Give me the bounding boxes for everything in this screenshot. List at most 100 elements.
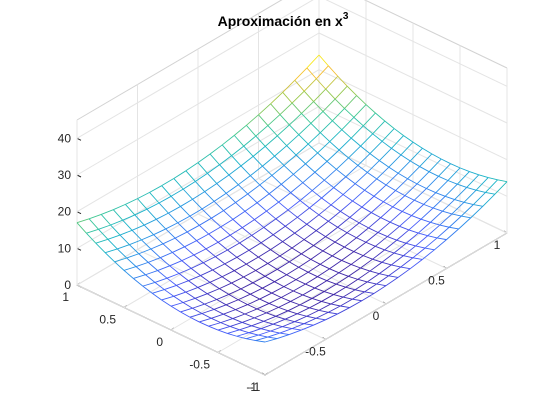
mesh-line-y	[229, 326, 240, 331]
mesh-line-y	[274, 281, 285, 287]
mesh-line-y	[346, 85, 357, 96]
mesh-line-y	[302, 294, 313, 299]
mesh-line-x	[314, 161, 328, 173]
mesh-line-x	[238, 175, 251, 186]
mesh-line-y	[353, 117, 364, 127]
mesh-line-y	[338, 149, 349, 159]
mesh-line-y	[258, 114, 269, 126]
mesh-line-y	[270, 103, 281, 115]
mesh-line-y	[349, 216, 360, 224]
mesh-line-y	[263, 227, 274, 236]
mesh-line-y	[367, 281, 377, 285]
z-tick-mark	[76, 247, 82, 251]
mesh-line-y	[463, 201, 474, 205]
mesh-line-y	[368, 227, 379, 233]
mesh-line-y	[363, 125, 373, 135]
mesh-line-y	[146, 208, 157, 220]
mesh-line-y	[213, 201, 224, 211]
mesh-line-x	[266, 306, 279, 314]
mesh-line-y	[408, 229, 419, 234]
mesh-line-y	[192, 307, 203, 314]
mesh-line-x	[334, 232, 348, 243]
mesh-line-y	[348, 275, 358, 280]
mesh-line-x	[279, 247, 293, 257]
mesh-line-y	[334, 98, 345, 109]
mesh-line-y	[297, 216, 308, 225]
mesh-line-y	[270, 249, 281, 257]
mesh-line-x	[255, 336, 268, 341]
mesh-line-x	[400, 257, 414, 268]
mesh-line-x	[122, 214, 135, 221]
mesh-line-x	[336, 275, 349, 285]
mesh-line-y	[303, 90, 314, 102]
mesh-line-y	[262, 165, 273, 176]
mesh-line-y	[185, 291, 196, 299]
mesh-line-x	[423, 192, 437, 205]
mesh-line-y	[377, 232, 388, 237]
mesh-line-y	[363, 255, 373, 260]
mesh-line-x	[275, 310, 289, 317]
y-tick-label: 0.5	[99, 313, 116, 327]
mesh-line-x	[357, 153, 371, 166]
mesh-line-y	[199, 321, 209, 327]
mesh-line-x	[173, 170, 187, 179]
mesh-line-y	[227, 332, 237, 337]
mesh-line-y	[125, 204, 136, 216]
mesh-line-y	[259, 298, 270, 304]
mesh-line-y	[341, 129, 352, 139]
mesh-line-x	[110, 219, 123, 226]
mesh-line-x	[276, 124, 290, 137]
mesh-line-x	[270, 91, 284, 105]
mesh-line-x	[95, 238, 109, 244]
mesh-line-x	[427, 224, 441, 237]
z-tick-mark	[76, 137, 82, 141]
mesh-line-y	[276, 135, 288, 146]
y-tick-label: -0.5	[189, 358, 210, 372]
mesh-line-x	[428, 158, 442, 173]
mesh-line-y	[285, 318, 295, 323]
mesh-line-y	[204, 303, 215, 310]
mesh-line-y	[219, 288, 230, 295]
mesh-line-x	[173, 291, 186, 297]
mesh-line-x	[223, 309, 236, 315]
mesh-line-y	[193, 254, 204, 264]
mesh-line-y	[100, 214, 111, 226]
mesh-line-x	[181, 254, 195, 262]
mesh-line-y	[332, 255, 342, 261]
mesh-line-x	[307, 132, 321, 145]
mesh-line-x	[224, 256, 238, 265]
mesh-line-x	[376, 166, 390, 180]
chart-title-superscript: 3	[343, 11, 349, 22]
mesh-line-x	[263, 218, 277, 228]
mesh-line-y	[189, 316, 200, 323]
mesh-line-x	[146, 202, 160, 210]
mesh-line-y	[485, 191, 495, 195]
mesh-line-y	[469, 171, 479, 176]
mesh-line-y	[440, 158, 451, 165]
mesh-line-x	[392, 195, 406, 208]
mesh-line-x	[160, 252, 173, 259]
mesh-line-x	[154, 277, 168, 283]
mesh-line-x	[369, 140, 383, 154]
z-tick-label: 10	[58, 241, 72, 255]
mesh-line-y	[423, 203, 434, 209]
mesh-line-x	[348, 145, 361, 159]
mesh-line-x	[233, 263, 247, 272]
mesh-line-y	[244, 313, 255, 319]
mesh-line-x	[349, 206, 363, 218]
mesh-line-y	[364, 291, 374, 294]
mesh-line-x	[409, 147, 423, 162]
mesh-line-x	[142, 281, 156, 287]
mesh-line-y	[240, 165, 251, 176]
mesh-line-y	[360, 267, 371, 272]
mesh-line-x	[216, 174, 230, 184]
mesh-line-y	[107, 239, 118, 250]
mesh-line-x	[258, 103, 271, 116]
mesh-line-y	[143, 224, 154, 235]
mesh-line-y	[268, 303, 279, 308]
mesh-line-x	[189, 313, 203, 318]
mesh-line-x	[208, 322, 221, 327]
mesh-line-x	[475, 177, 489, 191]
mesh-line-y	[415, 245, 426, 249]
